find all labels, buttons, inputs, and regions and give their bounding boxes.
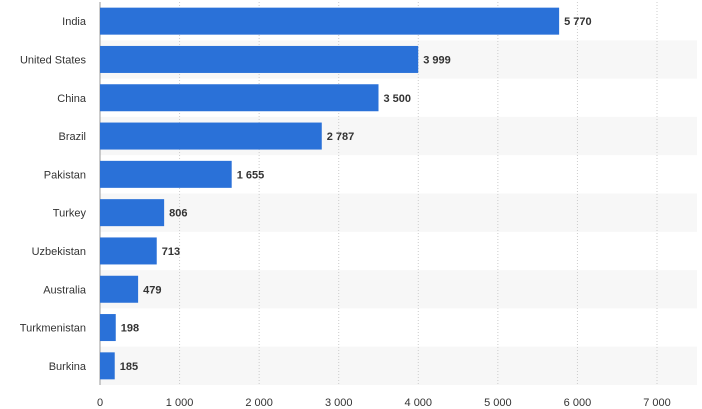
x-tick-label: 4 000 (405, 397, 433, 409)
category-label: Australia (43, 284, 87, 296)
row-band (100, 346, 697, 385)
value-label: 1 655 (237, 169, 265, 181)
value-label: 3 999 (423, 54, 451, 66)
bar-pakistan (100, 160, 232, 188)
bar-uzbekistan (100, 237, 157, 265)
value-label: 5 770 (564, 16, 592, 28)
bar-australia (100, 275, 139, 303)
category-label: Burkina (49, 361, 87, 373)
category-label: India (62, 16, 87, 28)
category-label: Pakistan (44, 169, 86, 181)
x-tick-label: 5 000 (484, 397, 512, 409)
category-label: China (57, 93, 87, 105)
x-tick-label: 1 000 (166, 397, 194, 409)
bars (100, 7, 560, 380)
category-label: United States (20, 54, 87, 66)
bar-china (100, 84, 379, 112)
category-label: Turkmenistan (20, 323, 86, 335)
x-axis-tick-labels: 0 1 000 2 000 3 000 4 000 5 000 6 000 7 000 (97, 397, 671, 409)
row-band (100, 270, 697, 309)
x-tick-label: 0 (97, 397, 103, 409)
value-label: 479 (143, 284, 161, 296)
category-label: Brazil (58, 131, 86, 143)
x-tick-label: 3 000 (325, 397, 353, 409)
row-band (100, 193, 697, 232)
value-label: 185 (120, 361, 138, 373)
value-label: 198 (121, 323, 139, 335)
category-labels: India United States China Brazil Pakistan Tur… (20, 16, 87, 373)
category-label: Uzbekistan (32, 246, 86, 258)
category-label: Turkey (53, 208, 87, 220)
value-label: 713 (162, 246, 180, 258)
x-tick-label: 6 000 (564, 397, 592, 409)
row-bands (100, 40, 697, 385)
bar-turkey (100, 199, 165, 227)
value-label: 806 (169, 208, 187, 220)
bar-burkina (100, 352, 115, 380)
x-tick-label: 2 000 (245, 397, 273, 409)
x-tick-label: 7 000 (643, 397, 671, 409)
bar-united-states (100, 45, 419, 73)
value-labels: 5 770 3 999 3 500 2 787 1 655 806 713 479 198 185 (120, 16, 592, 373)
bar-brazil (100, 122, 322, 150)
bar-turkmenistan (100, 314, 116, 342)
bar-india (100, 7, 560, 35)
value-label: 2 787 (327, 131, 355, 143)
value-label: 3 500 (384, 93, 412, 105)
